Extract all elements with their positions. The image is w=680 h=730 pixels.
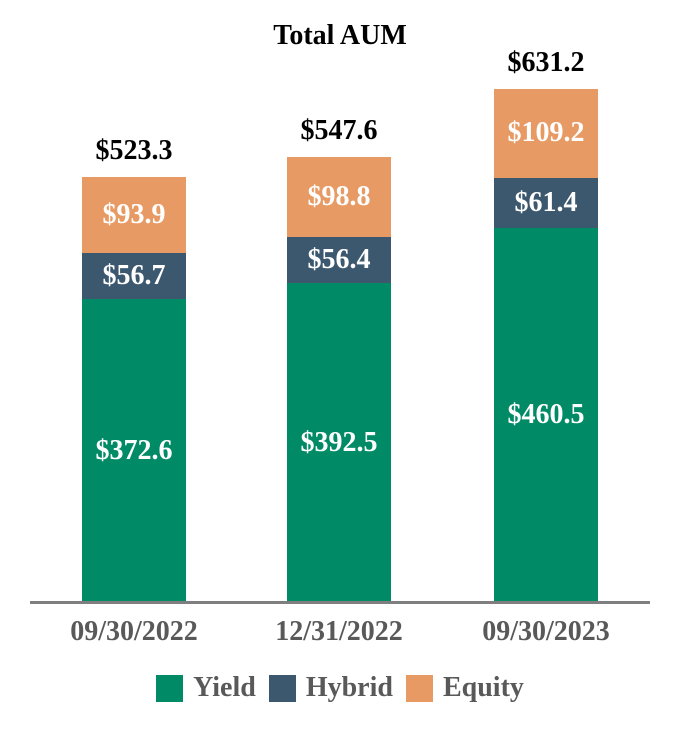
legend-item: Yield [156,672,256,704]
segment-value-label: $460.5 [507,399,585,431]
segment-value-label: $98.8 [307,180,371,212]
bar-segment-yield: $460.5 [494,227,598,603]
segment-value-label: $56.4 [307,244,371,276]
legend-item: Equity [405,672,524,704]
x-axis-label: 09/30/2023 [482,616,610,647]
bar-total-label: $631.2 [507,46,585,78]
segment-value-label: $56.7 [102,260,166,292]
segment-value-label: $392.5 [300,427,378,459]
segment-value-label: $372.6 [95,435,173,467]
chart-title: Total AUM [273,20,407,51]
legend-swatch-hybrid [268,674,296,702]
x-axis-label: 09/30/2022 [70,616,198,647]
bar-group: $547.6 $98.8 $56.4 $392.5 12/31/2022 [275,114,403,647]
legend: Yield Hybrid Equity [0,672,680,704]
bar-group: $523.3 $93.9 $56.7 $372.6 09/30/2022 [70,134,198,647]
bar-segment-yield: $392.5 [287,283,391,603]
legend-label: Equity [442,672,524,703]
bar-total-label: $523.3 [95,134,173,166]
bar-stack: $109.2 $61.4 $460.5 [494,88,598,603]
legend-item: Hybrid [268,672,393,704]
legend-label: Yield [193,672,256,703]
bar-total-label: $547.6 [300,114,378,146]
segment-value-label: $109.2 [507,117,585,149]
bar-segment-yield: $372.6 [82,299,186,603]
segment-value-label: $61.4 [514,186,578,218]
legend-label: Hybrid [305,672,393,703]
x-axis-label: 12/31/2022 [275,616,403,647]
x-axis-line [30,601,650,604]
bar-stack: $93.9 $56.7 $372.6 [82,176,186,603]
segment-value-label: $93.9 [102,198,166,230]
bar-stack: $98.8 $56.4 $392.5 [287,156,391,603]
legend-swatch-equity [405,674,433,702]
bar-segment-equity: $93.9 [82,176,186,254]
bar-segment-hybrid: $56.7 [82,253,186,300]
bar-group: $631.2 $109.2 $61.4 $460.5 09/30/2023 [482,46,610,647]
legend-swatch-yield [156,674,184,702]
bar-segment-equity: $98.8 [287,156,391,238]
bar-segment-hybrid: $61.4 [494,177,598,228]
bar-segment-hybrid: $56.4 [287,237,391,284]
bar-segment-equity: $109.2 [494,88,598,178]
